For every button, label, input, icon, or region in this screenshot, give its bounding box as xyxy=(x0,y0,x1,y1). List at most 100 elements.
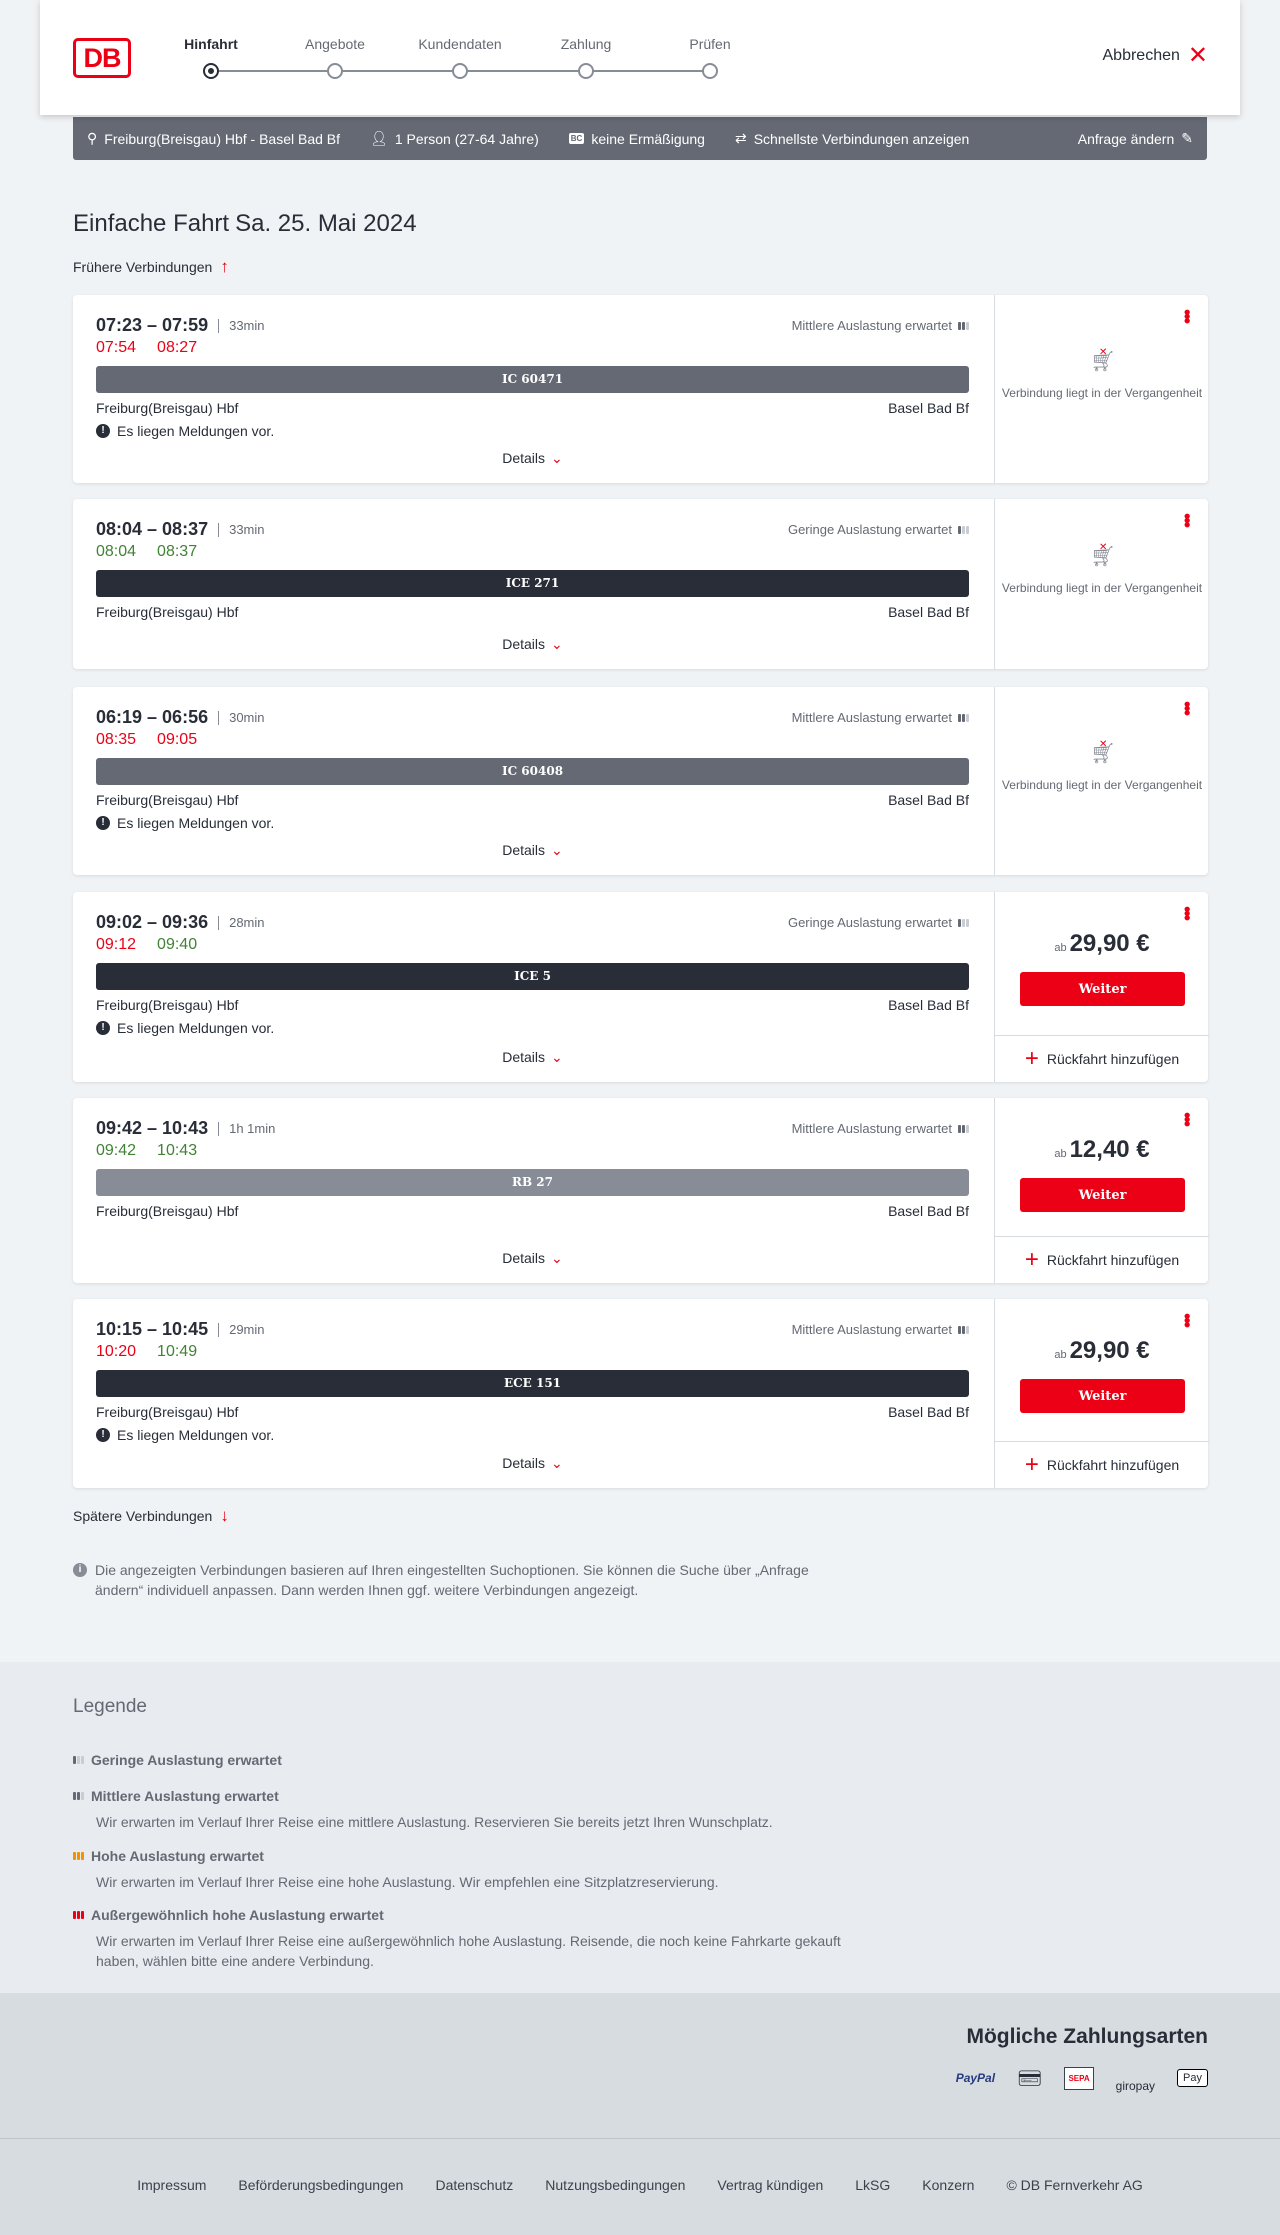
footer-link[interactable]: Konzern xyxy=(922,2177,975,2193)
route-info: ⚲ Freiburg(Breisgau) Hbf - Basel Bad Bf xyxy=(87,130,340,147)
later-connections-link[interactable]: Spätere Verbindungen ↓ xyxy=(73,1506,229,1526)
person-icon: 👤︎ xyxy=(370,130,388,146)
close-icon: ✕ xyxy=(1187,42,1208,69)
connection-card: 08:04 – 08:37 33min Geringe Auslastung er… xyxy=(73,499,1208,669)
offer-panel: ••• ab 12,40 € Weiter + Rückfahrt hinzufüge… xyxy=(994,1098,1209,1283)
return-label: Rückfahrt hinzufügen xyxy=(1046,1252,1180,1268)
payment-section: Mögliche Zahlungsarten PayPal 💳︎ SEPA gi… xyxy=(0,1993,1280,2138)
occupancy-info: Mittlere Auslastung erwartet xyxy=(792,318,969,333)
info-icon: i xyxy=(73,1563,87,1577)
occupancy-info: Mittlere Auslastung erwartet xyxy=(792,1121,969,1136)
footer-link[interactable]: Nutzungsbedingungen xyxy=(545,2177,686,2193)
add-return-trip-button[interactable]: + Rückfahrt hinzufügen xyxy=(995,1441,1209,1488)
cart-unavailable-icon: 🛒︎ ✕ xyxy=(1090,542,1116,568)
schedule-times: 09:42 – 10:43 1h 1min xyxy=(96,1118,275,1139)
occupancy-icon xyxy=(958,1124,969,1133)
duration: 33min xyxy=(218,522,265,537)
search-summary-bar: ⚲ Freiburg(Breisgau) Hbf - Basel Bad Bf 👤… xyxy=(73,117,1207,160)
price-value: 29,90 € xyxy=(1069,1337,1150,1364)
details-toggle[interactable]: Details ⌄ xyxy=(96,450,969,467)
planned-times: 09:02 – 09:36 xyxy=(96,912,209,932)
cancel-button[interactable]: Abbrechen ✕ xyxy=(1103,42,1209,69)
details-toggle[interactable]: Details ⌄ xyxy=(96,842,969,859)
train-bar[interactable]: IC 60471 xyxy=(96,366,969,393)
change-request-button[interactable]: Anfrage ändern ✎ xyxy=(1078,130,1193,147)
discount-info: BC keine Ermäßigung xyxy=(568,130,705,147)
realtime-departure: 07:54 xyxy=(96,339,137,356)
continue-button[interactable]: Weiter xyxy=(1020,972,1185,1006)
info-note: i Die angezeigten Verbindungen basieren a… xyxy=(73,1560,853,1600)
persons-info: 👤︎ 1 Person (27-64 Jahre) xyxy=(370,130,539,147)
legend-item: Mittlere Auslastung erwartet Wir erwarten… xyxy=(73,1788,856,1832)
alert-icon: ! xyxy=(96,1428,110,1442)
footer-link[interactable]: Beförderungsbedingungen xyxy=(238,2177,404,2193)
more-options-icon[interactable]: ••• xyxy=(1177,906,1197,919)
occupancy-text: Mittlere Auslastung erwartet xyxy=(791,1121,952,1136)
offer-panel: ••• ab 29,90 € Weiter + Rückfahrt hinzufüge… xyxy=(994,892,1209,1082)
arrow-down-icon: ↓ xyxy=(220,1506,229,1525)
destination-station: Basel Bad Bf xyxy=(888,792,969,808)
info-note-text: Die angezeigten Verbindungen basieren au… xyxy=(95,1562,809,1598)
credit-card-icon: 💳︎ xyxy=(1017,2067,1043,2090)
price: ab 12,40 € xyxy=(995,1136,1209,1164)
destination-station: Basel Bad Bf xyxy=(888,604,969,620)
details-label: Details xyxy=(502,1250,546,1266)
apple-pay-text: Pay xyxy=(1183,2072,1202,2084)
details-toggle[interactable]: Details ⌄ xyxy=(96,1250,969,1267)
train-bar[interactable]: ICE 5 xyxy=(96,963,969,990)
footer-link[interactable]: LkSG xyxy=(855,2177,891,2193)
add-return-trip-button[interactable]: + Rückfahrt hinzufügen xyxy=(995,1035,1209,1082)
continue-button[interactable]: Weiter xyxy=(1020,1178,1185,1212)
realtime-arrival: 10:43 xyxy=(157,1142,198,1159)
realtime-arrival: 10:49 xyxy=(157,1343,198,1360)
legend-item-description: Wir erwarten im Verlauf Ihrer Reise eine… xyxy=(96,1814,773,1830)
occupancy-text: Geringe Auslastung erwartet xyxy=(787,915,952,930)
footer-link[interactable]: Vertrag kündigen xyxy=(717,2177,824,2193)
train-bar[interactable]: ECE 151 xyxy=(96,1370,969,1397)
legend-item-title: Mittlere Auslastung erwartet xyxy=(91,1788,279,1804)
realtime-times: 08:35 09:05 xyxy=(96,731,197,749)
footer-link[interactable]: Impressum xyxy=(137,2177,207,2193)
realtime-departure: 09:12 xyxy=(96,936,137,953)
origin-station: Freiburg(Breisgau) Hbf xyxy=(96,400,239,416)
connection-details: 08:04 – 08:37 33min Geringe Auslastung er… xyxy=(96,499,969,669)
db-logo[interactable]: DB xyxy=(73,38,131,78)
legend-item: Außergewöhnlich hohe Auslastung erwartet… xyxy=(73,1907,856,1971)
continue-button[interactable]: Weiter xyxy=(1020,1379,1185,1413)
footer-link[interactable]: © DB Fernverkehr AG xyxy=(1006,2177,1143,2193)
page-title: Einfache Fahrt Sa. 25. Mai 2024 xyxy=(73,210,417,238)
connection-details: 10:15 – 10:45 29min Mittlere Auslastung e… xyxy=(96,1299,969,1488)
details-toggle[interactable]: Details ⌄ xyxy=(96,1049,969,1066)
alert-icon: ! xyxy=(96,424,110,438)
earlier-connections-link[interactable]: Frühere Verbindungen ↑ xyxy=(73,257,229,277)
price-value: 12,40 € xyxy=(1069,1136,1150,1163)
planned-times: 07:23 – 07:59 xyxy=(96,315,209,335)
train-bar[interactable]: IC 60408 xyxy=(96,758,969,785)
plus-icon: + xyxy=(1024,1451,1039,1478)
step-dot-icon xyxy=(327,63,343,79)
discount-text: keine Ermäßigung xyxy=(591,130,705,147)
schedule-times: 06:19 – 06:56 30min xyxy=(96,707,265,728)
details-toggle[interactable]: Details ⌄ xyxy=(96,636,969,653)
alert-icon: ! xyxy=(96,816,110,830)
train-bar[interactable]: RB 27 xyxy=(96,1169,969,1196)
realtime-arrival: 09:05 xyxy=(157,731,198,748)
more-options-icon[interactable]: ••• xyxy=(1177,1313,1197,1326)
occupancy-icon xyxy=(958,525,969,534)
more-options-icon[interactable]: ••• xyxy=(1177,309,1197,322)
footer-link[interactable]: Datenschutz xyxy=(435,2177,514,2193)
swap-icon: ⇄ xyxy=(734,130,747,146)
step-dot-icon xyxy=(578,63,594,79)
realtime-times: 09:12 09:40 xyxy=(96,936,197,954)
fastest-toggle[interactable]: ⇄ Schnellste Verbindungen anzeigen xyxy=(735,130,969,147)
train-bar[interactable]: ICE 271 xyxy=(96,570,969,597)
details-toggle[interactable]: Details ⌄ xyxy=(96,1455,969,1472)
more-options-icon[interactable]: ••• xyxy=(1177,513,1197,526)
step-dot-icon xyxy=(203,63,219,79)
planned-times: 09:42 – 10:43 xyxy=(96,1118,209,1138)
add-return-trip-button[interactable]: + Rückfahrt hinzufügen xyxy=(995,1236,1209,1283)
more-options-icon[interactable]: ••• xyxy=(1177,1112,1197,1125)
more-options-icon[interactable]: ••• xyxy=(1177,701,1197,714)
chevron-down-icon: ⌄ xyxy=(551,842,563,858)
legend-item: Hohe Auslastung erwartet Wir erwarten im … xyxy=(73,1848,856,1892)
